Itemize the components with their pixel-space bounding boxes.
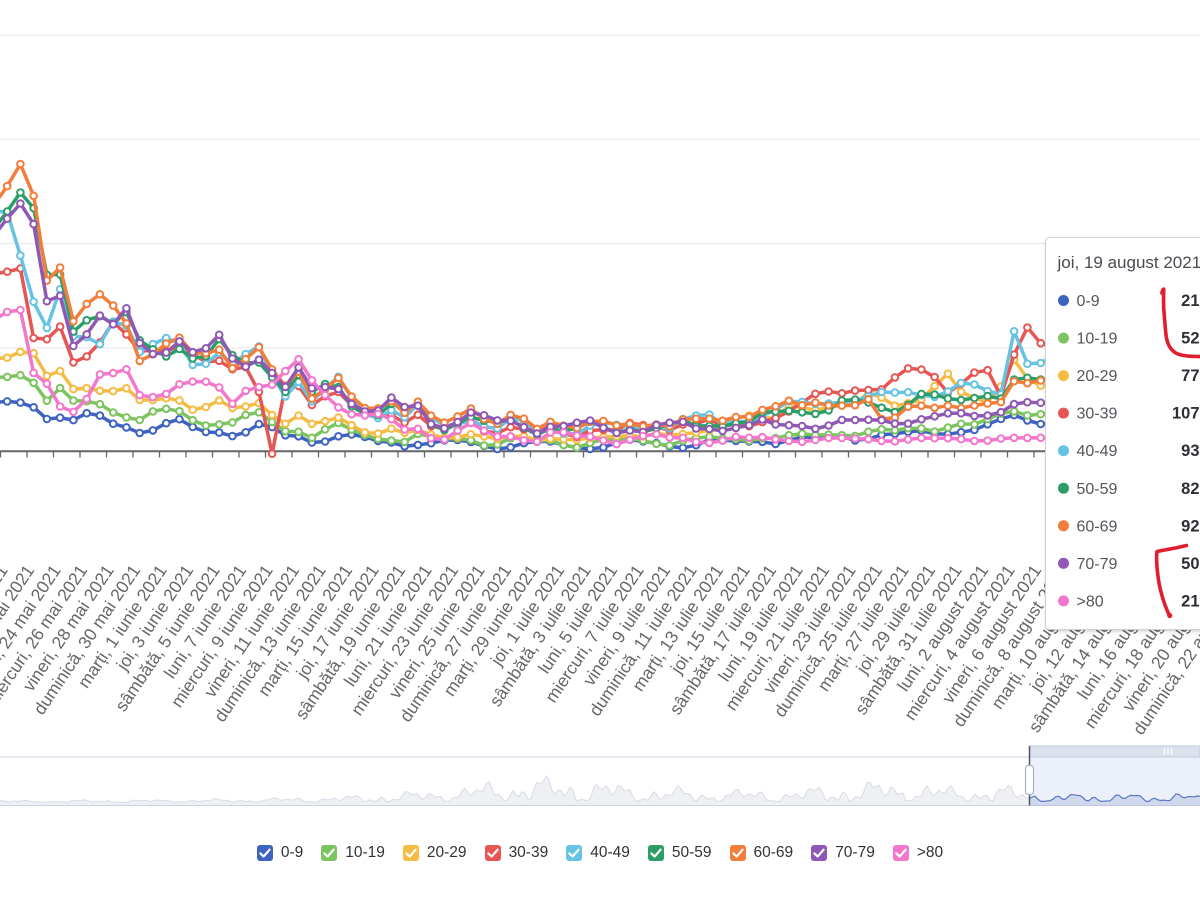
svg-text:52: 52 bbox=[1181, 330, 1199, 348]
svg-text:40-49: 40-49 bbox=[1077, 443, 1118, 460]
svg-text:>80: >80 bbox=[1077, 593, 1104, 610]
svg-text:21: 21 bbox=[1181, 292, 1199, 310]
svg-text:70-79: 70-79 bbox=[1077, 556, 1118, 573]
svg-text:30-39: 30-39 bbox=[1077, 406, 1118, 423]
svg-text:77: 77 bbox=[1181, 367, 1199, 385]
svg-text:93: 93 bbox=[1181, 442, 1199, 460]
svg-text:60-69: 60-69 bbox=[1077, 518, 1118, 535]
svg-text:10-19: 10-19 bbox=[1077, 331, 1118, 348]
svg-text:92: 92 bbox=[1181, 517, 1199, 535]
svg-text:joi, 19 august 2021: joi, 19 august 2021 bbox=[1057, 253, 1200, 272]
svg-text:107: 107 bbox=[1172, 405, 1200, 423]
svg-text:82: 82 bbox=[1181, 480, 1199, 498]
svg-text:21: 21 bbox=[1181, 592, 1199, 610]
svg-text:20-29: 20-29 bbox=[1077, 368, 1118, 385]
svg-text:50-59: 50-59 bbox=[1077, 481, 1118, 498]
svg-text:50: 50 bbox=[1181, 555, 1199, 573]
svg-text:0-9: 0-9 bbox=[1077, 293, 1100, 310]
